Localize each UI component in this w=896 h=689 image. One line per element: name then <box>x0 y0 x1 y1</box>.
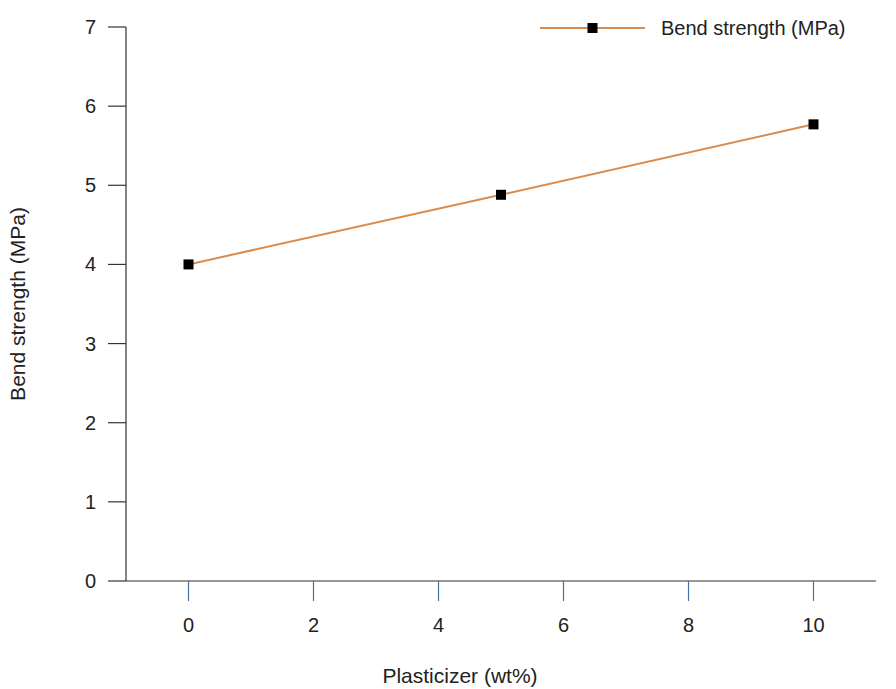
y-tick <box>108 422 126 423</box>
chart-container: 0 1 2 3 4 5 6 7 0 2 4 6 8 10 Plasticizer (wt%) Bend str… <box>0 0 896 689</box>
y-tick <box>108 185 126 186</box>
x-axis-line <box>126 580 876 581</box>
y-tick <box>108 106 126 107</box>
x-tick-label: 10 <box>802 614 824 636</box>
x-tick-label: 4 <box>433 614 444 636</box>
y-tick <box>108 501 126 502</box>
y-tick-label: 6 <box>85 95 96 117</box>
x-tick-label: 0 <box>183 614 194 636</box>
y-tick-label: 7 <box>85 16 96 38</box>
y-tick-label: 2 <box>85 412 96 434</box>
y-tick-label: 0 <box>85 570 96 592</box>
legend-label: Bend strength (MPa) <box>661 17 846 39</box>
data-point <box>809 119 819 129</box>
y-tick <box>108 343 126 344</box>
x-tick <box>438 581 439 601</box>
x-tick <box>688 581 689 601</box>
legend: Bend strength (MPa) <box>540 17 846 39</box>
y-tick-label: 3 <box>85 333 96 355</box>
plot-data <box>184 119 819 269</box>
y-tick <box>108 264 126 265</box>
y-axis-label: Bend strength (MPa) <box>6 207 29 401</box>
x-tick-label: 8 <box>683 614 694 636</box>
legend-marker <box>588 23 598 33</box>
x-tick <box>813 581 814 601</box>
data-point <box>184 259 194 269</box>
x-tick <box>188 581 189 601</box>
y-axis-line <box>125 27 126 581</box>
series-line <box>189 124 814 264</box>
x-axis-label: Plasticizer (wt%) <box>382 664 537 687</box>
y-tick <box>108 580 126 581</box>
data-point <box>496 190 506 200</box>
y-tick-label: 1 <box>85 491 96 513</box>
x-tick <box>313 581 314 601</box>
x-tick-label: 6 <box>558 614 569 636</box>
y-tick <box>108 26 126 27</box>
x-tick <box>563 581 564 601</box>
chart-svg: 0 1 2 3 4 5 6 7 0 2 4 6 8 10 Plasticizer (wt%) Bend str… <box>0 0 896 689</box>
x-tick-label: 2 <box>308 614 319 636</box>
y-tick-label: 4 <box>85 253 96 275</box>
y-tick-label: 5 <box>85 174 96 196</box>
